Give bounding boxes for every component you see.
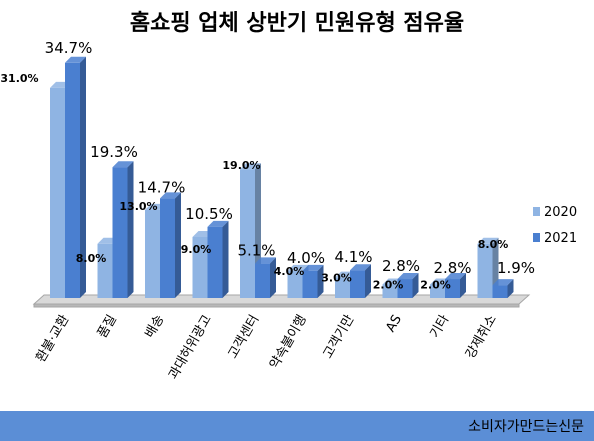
bar-top [207, 220, 229, 227]
bar-top [65, 56, 86, 63]
data-label: 9.0% [181, 243, 212, 256]
footer-bar: 소비자가만드는신문 [0, 411, 594, 441]
bar-2021-7 [397, 279, 413, 298]
data-label-group: 31.0% 34.7% 8.0% 19.3% 13.0% 14.7% 9.0% 10.5% 19… [0, 39, 535, 292]
data-label: 34.7% [45, 39, 93, 57]
bar-top [255, 257, 276, 264]
x-tick-label: 고객기만 [321, 312, 358, 361]
data-label: 10.5% [185, 205, 233, 223]
bar-top [477, 237, 499, 244]
legend-swatch [533, 207, 540, 216]
x-tick-label: 품질 [95, 313, 120, 341]
bar-2020-6 [335, 277, 350, 298]
data-label: 4.0% [274, 265, 305, 278]
bar-2021-2 [160, 198, 175, 298]
data-label: 4.1% [334, 248, 372, 266]
bar-side [460, 273, 466, 298]
bar-2020-3 [192, 237, 208, 298]
x-tick-label: 고객센터 [226, 313, 263, 362]
x-tick-label: 과대허위광고 [166, 312, 215, 382]
bar-2020-2 [145, 209, 160, 298]
chart-title: 홈쇼핑 업체 상반기 민원유형 점유율 [130, 11, 464, 36]
bar-2021-9 [492, 285, 508, 298]
legend-swatch [533, 233, 540, 242]
bar-top [287, 264, 309, 271]
bar-side [270, 257, 276, 298]
bar-2020-1 [97, 243, 113, 298]
bar-2020-8 [430, 284, 445, 298]
bar-2021-1 [112, 167, 128, 298]
bar-side [317, 264, 324, 298]
bar-side [222, 220, 229, 298]
data-label: 2.8% [382, 257, 420, 275]
bar-top [350, 264, 371, 271]
bar-2020-7 [382, 284, 398, 298]
bar-top [492, 279, 514, 286]
bar-2020-9 [477, 243, 493, 298]
floor-front [33, 303, 520, 308]
bar-2021-6 [350, 270, 365, 298]
data-label: 19.3% [90, 143, 138, 161]
data-label: 5.1% [237, 241, 275, 259]
bar-2020-5 [287, 270, 303, 298]
bar-side [80, 56, 86, 298]
chart-svg: 홈쇼핑 업체 상반기 민원유형 점유율 31.0%34.7%8.0%19.3%1… [0, 11, 577, 382]
data-label: 31.0% [0, 72, 38, 85]
bar-2021-5 [302, 270, 318, 298]
legend: 2020 2021 [533, 205, 577, 246]
bar-2021-3 [207, 226, 223, 298]
data-label: 8.0% [76, 252, 107, 265]
bar-2021-0 [65, 62, 80, 298]
bar-top [302, 264, 324, 271]
bar-top [240, 163, 261, 170]
data-label: 4.0% [287, 249, 325, 267]
source-credit: 소비자가만드는신문 [468, 419, 584, 435]
x-tick-label: 환불·교환 [33, 312, 72, 365]
bar-side [175, 192, 181, 298]
bar-side [507, 279, 514, 298]
bar-top [445, 273, 466, 280]
data-label: 2.0% [373, 278, 404, 291]
bar-2020-0 [50, 87, 65, 298]
data-label: 1.9% [497, 259, 535, 277]
bar-side [127, 161, 134, 298]
data-label: 8.0% [478, 238, 509, 251]
x-tick-label: 기타 [428, 312, 453, 340]
bar-2020-4 [240, 169, 255, 298]
bar-top [160, 192, 181, 199]
data-label: 2.0% [420, 278, 451, 291]
bar-group [50, 56, 514, 298]
x-tick-label: 배송 [143, 312, 168, 340]
bar-top [112, 161, 134, 168]
bar-2021-4 [255, 263, 270, 298]
bar-2021-8 [445, 279, 460, 298]
data-label: 13.0% [119, 200, 157, 213]
data-label: 19.0% [222, 159, 260, 172]
data-label: 14.7% [138, 178, 186, 196]
bar-side [365, 264, 371, 298]
x-tick-label: AS [383, 313, 405, 335]
data-label: 2.8% [433, 259, 471, 277]
bar-side [412, 273, 419, 298]
bar-top [397, 273, 419, 280]
legend-label: 2021 [544, 231, 577, 246]
x-tick-label: 강제취소 [463, 312, 500, 361]
legend-label: 2020 [544, 205, 577, 220]
x-tick-label: 약속불이행 [266, 312, 310, 372]
data-label: 3.0% [321, 272, 352, 285]
